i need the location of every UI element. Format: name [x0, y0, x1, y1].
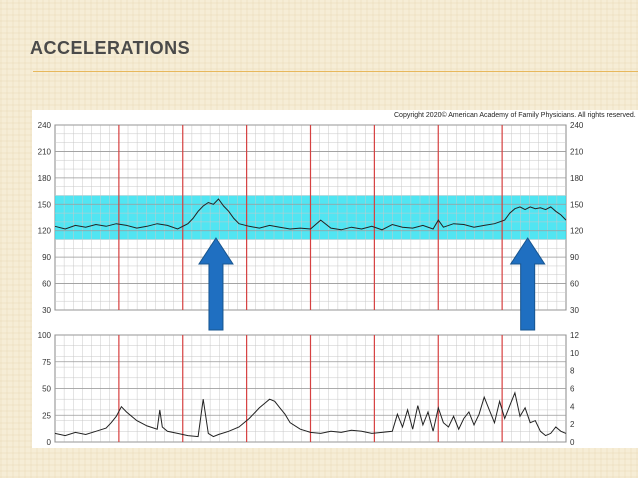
ua-y-tick-label: 100	[38, 331, 52, 340]
fhr-right-tick-label: 210	[570, 147, 584, 156]
ua-y-tick-label: 75	[42, 358, 51, 367]
title-rule	[33, 71, 638, 72]
fhr-y-tick-label: 30	[42, 306, 51, 315]
slide-title: ACCELERATIONS	[30, 38, 191, 58]
ua-right-tick-label: 12	[570, 331, 579, 340]
ua-right-tick-label: 4	[570, 402, 575, 411]
fhr-y-tick-label: 90	[42, 253, 51, 262]
ua-y-tick-label: 50	[42, 385, 51, 394]
fhr-y-tick-label: 240	[38, 121, 52, 130]
ua-right-tick-label: 2	[570, 420, 575, 429]
fhr-right-tick-label: 150	[570, 200, 584, 209]
fhr-right-tick-label: 30	[570, 306, 579, 315]
fhr-right-tick-label: 90	[570, 253, 579, 262]
ua-y-tick-label: 0	[47, 438, 52, 447]
fhr-y-tick-label: 180	[38, 174, 52, 183]
fhr-right-tick-label: 240	[570, 121, 584, 130]
fhr-y-tick-label: 150	[38, 200, 52, 209]
fhr-y-tick-label: 210	[38, 147, 52, 156]
ctg-chart: 2402101801501209060302402101801501209060…	[38, 121, 584, 447]
ua-right-tick-label: 8	[570, 367, 575, 376]
ua-right-tick-label: 10	[570, 349, 579, 358]
fhr-right-tick-label: 120	[570, 227, 584, 236]
fhr-right-tick-label: 180	[570, 174, 584, 183]
uterine-activity-trace	[54, 391, 567, 438]
fhr-y-tick-label: 60	[42, 280, 51, 289]
fhr-right-tick-label: 60	[570, 280, 579, 289]
fhr-y-tick-label: 120	[38, 227, 52, 236]
ua-right-tick-label: 0	[570, 438, 575, 447]
acceleration-arrow	[509, 237, 546, 331]
acceleration-arrow	[198, 237, 234, 331]
ua-right-tick-label: 6	[570, 385, 575, 394]
copyright-notice: Copyright 2020© American Academy of Fami…	[394, 112, 636, 119]
fetal-heart-rate-trace	[54, 198, 567, 231]
ua-y-tick-label: 25	[42, 411, 51, 420]
ctg-figure: 240 210 180 150 120 90 60 30 240 210 180 150 120 90 60…	[32, 110, 638, 448]
